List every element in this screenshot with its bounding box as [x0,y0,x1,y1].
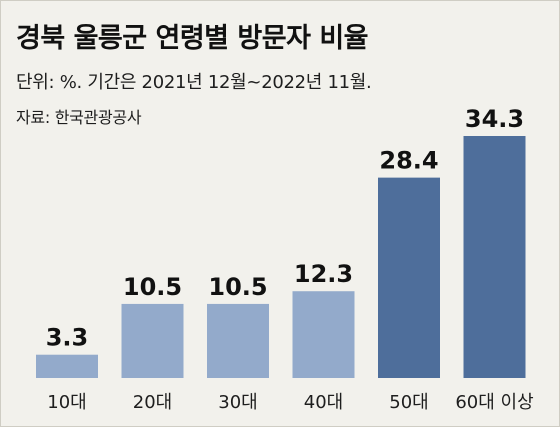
data-label-1: 3.3 [46,324,89,352]
category-label-2: 20대 [133,392,172,413]
category-label-1: 10대 [47,392,86,413]
data-label-6: 34.3 [465,105,524,133]
bar-3 [207,303,269,378]
data-label-3: 10.5 [208,273,267,301]
chart-title: 경북 울릉군 연령별 방문자 비율 [16,23,369,54]
category-label-4: 40대 [304,392,343,413]
data-label-2: 10.5 [123,273,182,301]
category-label-6: 60대 이상 [455,392,533,413]
bar-1 [36,354,98,378]
data-label-5: 28.4 [379,147,438,175]
bar-5 [378,177,440,378]
category-label-3: 30대 [218,392,257,413]
chart-source: 자료: 한국관광공사 [16,108,142,127]
data-label-4: 12.3 [294,260,353,288]
bar-6 [463,136,526,378]
chart-subtitle: 단위: %. 기간은 2021년 12월~2022년 11월. [16,72,372,93]
category-label-5: 50대 [389,392,428,413]
bar-4 [292,291,355,378]
bar-2 [121,303,184,378]
